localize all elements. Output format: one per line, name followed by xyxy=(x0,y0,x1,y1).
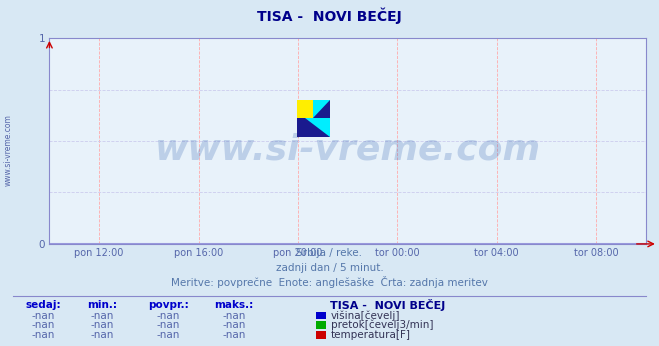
Text: zadnji dan / 5 minut.: zadnji dan / 5 minut. xyxy=(275,263,384,273)
Text: -nan: -nan xyxy=(222,320,246,330)
Text: -nan: -nan xyxy=(156,320,180,330)
Bar xyxy=(297,100,313,118)
Bar xyxy=(297,118,330,137)
Text: TISA -  NOVI BEČEJ: TISA - NOVI BEČEJ xyxy=(330,299,445,311)
Text: maks.:: maks.: xyxy=(214,300,254,310)
Text: -nan: -nan xyxy=(222,311,246,320)
Text: TISA -  NOVI BEČEJ: TISA - NOVI BEČEJ xyxy=(257,7,402,24)
Text: -nan: -nan xyxy=(90,311,114,320)
Text: -nan: -nan xyxy=(156,330,180,340)
Text: -nan: -nan xyxy=(31,330,55,340)
Text: www.si-vreme.com: www.si-vreme.com xyxy=(155,132,540,166)
Text: temperatura[F]: temperatura[F] xyxy=(331,330,411,340)
Text: min.:: min.: xyxy=(87,300,117,310)
Text: pretok[čevelj3/min]: pretok[čevelj3/min] xyxy=(331,320,434,330)
Text: -nan: -nan xyxy=(222,330,246,340)
Text: -nan: -nan xyxy=(90,320,114,330)
Bar xyxy=(313,100,330,118)
Text: -nan: -nan xyxy=(156,311,180,320)
Polygon shape xyxy=(313,100,330,118)
Text: Srbija / reke.: Srbija / reke. xyxy=(297,248,362,258)
Text: višina[čevelj]: višina[čevelj] xyxy=(331,310,400,321)
Text: sedaj:: sedaj: xyxy=(25,300,61,310)
Polygon shape xyxy=(305,118,330,137)
Text: -nan: -nan xyxy=(90,330,114,340)
Text: Meritve: povprečne  Enote: anglešaške  Črta: zadnja meritev: Meritve: povprečne Enote: anglešaške Črt… xyxy=(171,276,488,288)
Text: povpr.:: povpr.: xyxy=(148,300,188,310)
Text: -nan: -nan xyxy=(31,320,55,330)
Text: www.si-vreme.com: www.si-vreme.com xyxy=(3,115,13,186)
Text: -nan: -nan xyxy=(31,311,55,320)
